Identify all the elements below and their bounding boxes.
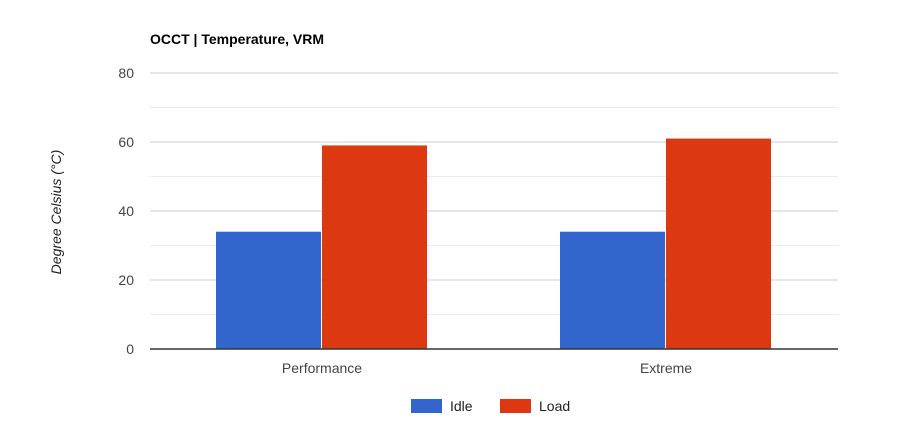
- bar-idle-extreme: [560, 231, 665, 349]
- bar-idle-performance: [216, 231, 321, 349]
- y-axis-label: Degree Celsius (°C): [48, 150, 64, 275]
- y-tick-label: 60: [118, 134, 134, 150]
- legend: Idle Load: [411, 398, 570, 414]
- legend-swatch-load: [500, 399, 531, 413]
- y-axis-ticks: 0 20 40 60 80: [118, 65, 134, 357]
- bar-load-extreme: [666, 138, 771, 349]
- bar-load-performance: [322, 145, 427, 349]
- x-tick-label: Extreme: [640, 360, 692, 376]
- y-tick-label: 80: [118, 65, 134, 81]
- y-tick-label: 0: [126, 341, 134, 357]
- chart-title: OCCT | Temperature, VRM: [150, 31, 324, 47]
- bars: [216, 138, 771, 349]
- x-tick-label: Performance: [282, 360, 362, 376]
- x-axis-ticks: Performance Extreme: [282, 360, 692, 376]
- legend-label-load: Load: [539, 398, 570, 414]
- y-tick-label: 20: [118, 272, 134, 288]
- y-tick-label: 40: [118, 203, 134, 219]
- legend-swatch-idle: [411, 399, 442, 413]
- legend-label-idle: Idle: [450, 398, 473, 414]
